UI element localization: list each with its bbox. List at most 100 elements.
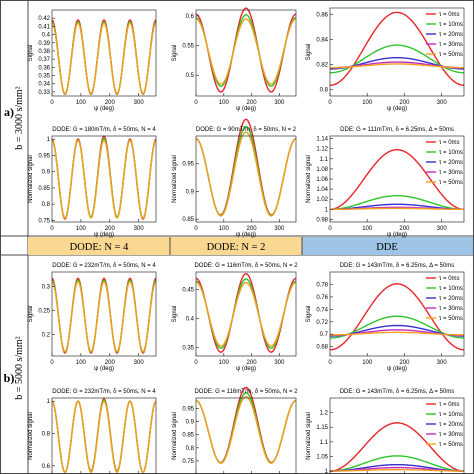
- series-line-10ms: [51, 399, 157, 474]
- chart-panel-a-bot-dode4: 0 100 200 300 0.75 0.8 0.85 0.9 0.95 1 ψ (deg) Norm…: [28, 127, 157, 238]
- series-line-10ms: [51, 137, 157, 219]
- y-tick-label: 0.3: [42, 284, 51, 290]
- y-tick-label: 0.8: [42, 432, 51, 438]
- x-tick-label: 0: [194, 100, 198, 106]
- series-line-0ms: [195, 273, 297, 353]
- y-axis-label: Normalized signal: [172, 412, 178, 460]
- x-tick-label: 100: [362, 100, 373, 106]
- chart-panel-a-bot-dode2: 0 100 200 300 0.85 0.9 0.95 ψ (deg) Normalized s…: [172, 118, 297, 238]
- legend-label: τ = 20ms: [439, 32, 463, 38]
- x-axis-label: ψ (deg): [94, 106, 114, 112]
- x-tick-label: 100: [219, 360, 230, 366]
- legend-label: τ = 50ms: [439, 52, 463, 58]
- y-tick-label: 1.05: [316, 454, 328, 460]
- y-tick-label: 0.5: [186, 73, 195, 79]
- y-axis-label: Signal: [306, 306, 312, 323]
- x-axis-label: ψ (deg): [236, 106, 256, 112]
- series-line-10ms: [195, 278, 297, 349]
- legend-label: τ = 0ms: [439, 276, 460, 282]
- y-tick-label: 0.84: [316, 37, 328, 43]
- chart-title: DODE: G = 232mT/m, δ = 50ms, N = 4: [52, 263, 156, 269]
- y-tick-label: 0.95: [38, 153, 50, 159]
- y-tick-label: 0.34: [38, 82, 50, 88]
- chart-panel-a-top-dode4: 0 100 200 300 0.33 0.34 0.35 0.36 0.37 0.38 0.39 0.…: [28, 9, 157, 112]
- series-line-10ms: [329, 44, 465, 74]
- series-line-50ms: [195, 395, 297, 464]
- legend-label: τ = 0ms: [439, 140, 460, 146]
- chart-panel-b-top-dde: 0 100 200 300 0.68 0.7 0.72 0.74 0.76 0.78 ψ (deg)…: [306, 263, 465, 372]
- x-axis-label: ψ (deg): [236, 366, 256, 372]
- y-axis-label: Signal: [172, 45, 178, 62]
- y-tick-label: 0.33: [38, 90, 50, 96]
- x-axis-label: ψ (deg): [94, 232, 114, 238]
- panels: 0 100 200 3000.330.340.350.360.370.380.390.…: [28, 7, 465, 474]
- series-line-0ms: [195, 7, 297, 93]
- series-line-50ms: [330, 207, 464, 211]
- y-axis-label: Signal: [28, 306, 34, 323]
- legend-label: τ = 30ms: [439, 170, 463, 176]
- chart-title: DODE: G = 116mT/m, δ = 50ms, N = 2: [194, 389, 298, 395]
- legend-label: τ = 10ms: [439, 412, 463, 418]
- y-tick-label: 0.85: [182, 433, 194, 439]
- y-tick-label: 1.1: [320, 157, 329, 163]
- x-tick-label: 200: [247, 360, 258, 366]
- x-tick-label: 200: [399, 100, 410, 106]
- plot-frame: [51, 9, 157, 97]
- x-tick-label: 200: [247, 226, 258, 232]
- x-tick-label: 300: [274, 100, 285, 106]
- y-tick-label: 0.76: [316, 295, 328, 301]
- x-tick-label: 200: [105, 100, 116, 106]
- row-b-value-a: b = 3000 s/mm²: [14, 86, 25, 149]
- series-line-50ms: [195, 131, 297, 217]
- y-tick-label: 0.74: [316, 307, 328, 313]
- x-tick-label: 100: [76, 226, 87, 232]
- y-tick-label: 1.15: [316, 425, 328, 431]
- series-line-10ms: [195, 392, 297, 464]
- x-tick-label: 200: [105, 226, 116, 232]
- y-tick-label: 0.6: [186, 14, 195, 20]
- legend-label: τ = 50ms: [439, 316, 463, 322]
- series-line-50ms: [330, 468, 464, 472]
- y-tick-label: 0.8: [186, 446, 195, 452]
- plot-frame: [195, 135, 297, 223]
- series-line-0ms: [195, 118, 297, 216]
- x-axis-label: ψ (deg): [94, 366, 114, 372]
- series-line-0ms: [51, 398, 157, 474]
- chart-title: DODE: G = 90mT/m, δ = 50ms, N = 2: [196, 127, 297, 133]
- y-tick-label: 0.72: [316, 320, 328, 326]
- series-line-0ms: [329, 422, 465, 472]
- y-tick-label: 1: [325, 469, 329, 474]
- x-tick-label: 0: [194, 226, 198, 232]
- header-cell-dde: [302, 237, 473, 255]
- x-tick-label: 200: [399, 360, 410, 366]
- x-axis-label: ψ (deg): [387, 366, 407, 372]
- series-line-50ms: [195, 281, 297, 347]
- series-line-10ms: [329, 194, 465, 211]
- chart-panel-a-top-dode2: 0 100 200 300 0.5 0.55 0.6 ψ (deg) Signal: [172, 7, 297, 112]
- header-cell-dode2: [170, 237, 302, 255]
- y-tick-label: 1.14: [316, 137, 328, 143]
- chart-panel-b-bot-dde: 010020030011.051.11.151.2ψ (deg)Normaliz…: [306, 389, 465, 474]
- x-axis-label: ψ (deg): [387, 106, 407, 112]
- legend-label: τ = 10ms: [439, 286, 463, 292]
- plot-frame: [195, 9, 297, 97]
- x-tick-label: 0: [50, 100, 54, 106]
- legend-label: τ = 0ms: [439, 402, 460, 408]
- y-axis-label: Normalized signal: [172, 155, 178, 203]
- legend-label: τ = 30ms: [439, 306, 463, 312]
- series-line-50ms: [51, 139, 157, 219]
- y-tick-label: 0.9: [186, 420, 195, 426]
- y-tick-label: 0.42: [38, 16, 50, 22]
- y-tick-label: 1.12: [316, 147, 328, 153]
- chart-title: DODE: G = 116mT/m, δ = 50ms, N = 2: [194, 263, 298, 269]
- y-axis-label: Normalized signal: [28, 155, 34, 203]
- y-tick-label: 0.35: [38, 74, 50, 80]
- y-tick-label: 0.85: [38, 186, 50, 192]
- y-tick-label: 0.9: [42, 170, 51, 176]
- y-tick-label: 0.95: [182, 406, 194, 412]
- y-tick-label: 0.2: [42, 332, 51, 338]
- x-tick-label: 300: [437, 100, 448, 106]
- x-tick-label: 0: [328, 360, 332, 366]
- y-tick-label: 0.55: [182, 44, 194, 50]
